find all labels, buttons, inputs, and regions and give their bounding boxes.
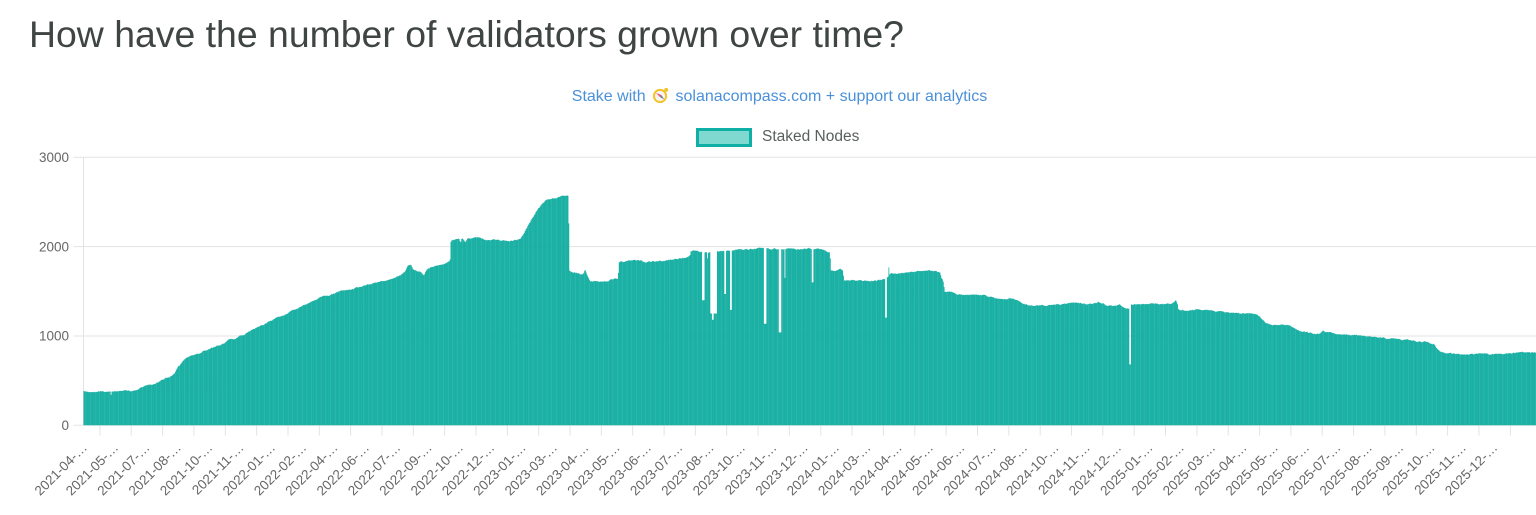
svg-text:2000: 2000 xyxy=(39,239,69,254)
svg-text:3000: 3000 xyxy=(39,150,69,165)
svg-text:0: 0 xyxy=(61,418,69,433)
svg-text:1000: 1000 xyxy=(39,329,69,344)
